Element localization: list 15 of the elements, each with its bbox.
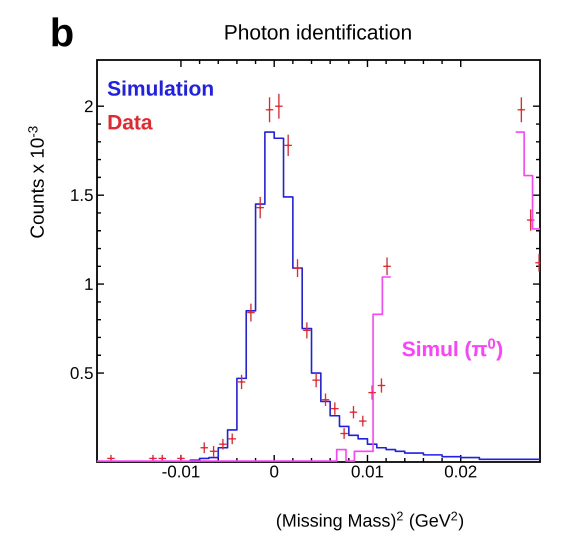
x-tick-label: -0.01 (162, 466, 200, 478)
text: b (52, 17, 73, 47)
chart-title: Photon identification (226, 24, 411, 40)
text: Simulation (108, 80, 213, 96)
y-tick-label: 1.5 (71, 189, 93, 202)
series-label: Simul (π$^{0}$) (402, 338, 502, 360)
y-tick-label: 2 (84, 100, 93, 112)
x-axis-title: (Missing Mass)$^{2}$ (GeV$^{2}$) (276, 512, 464, 530)
x-tick-label: 0.02 (444, 466, 476, 478)
x-tick-label: 0.01 (352, 466, 384, 478)
y-tick-label: 0.5 (70, 367, 93, 380)
text: Data (108, 114, 153, 130)
x-tick-label: 0 (270, 466, 278, 478)
y-tick-label: 1 (85, 278, 93, 290)
y-axis-title: Counts x 10$^{-3}$ (28, 126, 44, 238)
